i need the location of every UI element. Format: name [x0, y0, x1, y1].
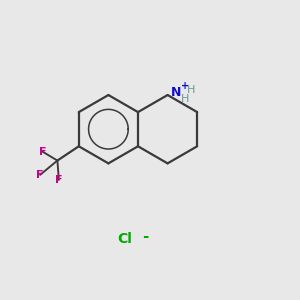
- Text: -: -: [142, 229, 149, 244]
- Text: +: +: [181, 80, 189, 91]
- Text: H: H: [181, 94, 189, 103]
- Text: F: F: [36, 170, 44, 180]
- Text: F: F: [55, 175, 63, 185]
- Text: Cl: Cl: [117, 232, 132, 246]
- Text: N: N: [171, 85, 182, 98]
- Text: F: F: [39, 147, 46, 157]
- Text: H: H: [187, 85, 195, 95]
